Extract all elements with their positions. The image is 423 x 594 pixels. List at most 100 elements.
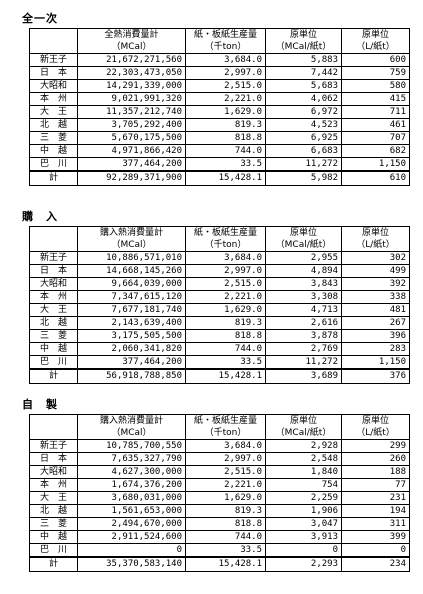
company-name: 新王子 (29, 53, 78, 67)
cell-unit-mcal: 6,972 (265, 105, 342, 119)
cell-production: 2,221.0 (185, 290, 266, 304)
cell-energy: 22,303,473,050 (77, 66, 186, 80)
header-purchased-energy-unit: （MCal） (77, 239, 186, 252)
section-title-purchased: 購 入 (22, 210, 58, 223)
cell-unit-mcal: 4,523 (265, 118, 342, 132)
total-energy: 92,289,371,900 (77, 170, 186, 186)
cell-production: 33.5 (185, 157, 266, 172)
cell-energy: 0 (77, 543, 186, 558)
table-row: 三 菱 3,175,505,500 818.8 3,878 396 (29, 329, 410, 343)
table-row: 本 州 7,347,615,120 2,221.0 3,308 338 (29, 290, 410, 304)
header-unit-liter-unit: （L/紙t） (341, 239, 410, 252)
header-total-energy-unit: （MCal） (77, 41, 186, 54)
header-production: 紙・板紙生産量 (185, 226, 266, 239)
cell-unit-liter: 711 (341, 105, 410, 119)
cell-unit-mcal: 1,840 (265, 465, 342, 479)
total-production: 15,428.1 (185, 368, 266, 384)
cell-unit-liter: 311 (341, 517, 410, 531)
company-name: 北 越 (29, 118, 78, 132)
cell-unit-liter: 299 (341, 439, 410, 453)
header-total-energy: 全熱消費量計 (77, 28, 186, 41)
cell-energy: 7,347,615,120 (77, 290, 186, 304)
cell-unit-mcal: 4,062 (265, 92, 342, 106)
cell-energy: 4,627,300,000 (77, 465, 186, 479)
cell-unit-mcal: 3,878 (265, 329, 342, 343)
total-unit-mcal: 5,982 (265, 170, 342, 186)
company-name: 三 菱 (29, 329, 78, 343)
cell-unit-mcal: 7,442 (265, 66, 342, 80)
header-blank (29, 226, 78, 239)
cell-production: 744.0 (185, 342, 266, 356)
section-title-self-made: 自 製 (22, 398, 58, 411)
cell-unit-liter: 267 (341, 316, 410, 330)
cell-unit-mcal: 11,272 (265, 355, 342, 370)
cell-unit-liter: 188 (341, 465, 410, 479)
header-blank (29, 427, 78, 440)
table-row: 新王子 10,785,700,550 3,684.0 2,928 299 (29, 439, 410, 453)
cell-production: 819.3 (185, 504, 266, 518)
table-row: 日 本 14,668,145,260 2,997.0 4,894 499 (29, 264, 410, 278)
company-name: 大昭和 (29, 465, 78, 479)
energy-table-primary: 全熱消費量計 紙・板紙生産量 原単位 原単位 （MCal） （千ton） （MC… (29, 28, 410, 186)
total-row: 計 35,370,583,140 15,428.1 2,293 234 (29, 556, 410, 572)
cell-production: 818.8 (185, 517, 266, 531)
table-row: 中 越 2,060,341,820 744.0 2,769 283 (29, 342, 410, 356)
company-name: 大 王 (29, 105, 78, 119)
cell-energy: 1,674,376,200 (77, 478, 186, 492)
cell-unit-liter: 1,150 (341, 355, 410, 370)
cell-energy: 11,357,212,740 (77, 105, 186, 119)
cell-production: 3,684.0 (185, 53, 266, 67)
table-row: 中 越 4,971,866,420 744.0 6,683 682 (29, 144, 410, 158)
cell-production: 2,515.0 (185, 277, 266, 291)
total-energy: 56,918,788,850 (77, 368, 186, 384)
cell-energy: 10,785,700,550 (77, 439, 186, 453)
header-blank (29, 28, 78, 41)
cell-energy: 14,668,145,260 (77, 264, 186, 278)
cell-production: 744.0 (185, 144, 266, 158)
total-label: 計 (29, 368, 78, 384)
cell-energy: 2,494,670,000 (77, 517, 186, 531)
cell-unit-liter: 499 (341, 264, 410, 278)
cell-energy: 4,971,866,420 (77, 144, 186, 158)
total-label: 計 (29, 556, 78, 572)
table-row: 北 越 1,561,653,000 819.3 1,906 194 (29, 504, 410, 518)
cell-unit-mcal: 6,925 (265, 131, 342, 145)
cell-production: 819.3 (185, 118, 266, 132)
company-name: 本 州 (29, 478, 78, 492)
cell-energy: 1,561,653,000 (77, 504, 186, 518)
company-name: 巴 川 (29, 157, 78, 172)
cell-unit-liter: 194 (341, 504, 410, 518)
cell-unit-liter: 600 (341, 53, 410, 67)
company-name: 中 越 (29, 342, 78, 356)
company-name: 本 州 (29, 290, 78, 304)
cell-unit-mcal: 5,683 (265, 79, 342, 93)
cell-unit-mcal: 2,928 (265, 439, 342, 453)
cell-unit-mcal: 3,913 (265, 530, 342, 544)
cell-production: 1,629.0 (185, 105, 266, 119)
header-unit-liter: 原単位 (341, 28, 410, 41)
table-row: 北 越 2,143,639,400 819.3 2,616 267 (29, 316, 410, 330)
cell-unit-mcal: 2,259 (265, 491, 342, 505)
header-blank (29, 41, 78, 54)
energy-table-self-made: 購入熱消費量計 紙・板紙生産量 原単位 原単位 （MCal） （千ton） （M… (29, 414, 410, 572)
header-production: 紙・板紙生産量 (185, 28, 266, 41)
table-row: 大昭和 9,664,039,000 2,515.0 3,843 392 (29, 277, 410, 291)
table-row: 三 菱 2,494,670,000 818.8 3,047 311 (29, 517, 410, 531)
header-unit-liter-unit: （L/紙t） (341, 427, 410, 440)
cell-energy: 14,291,339,000 (77, 79, 186, 93)
company-name: 日 本 (29, 264, 78, 278)
header-production-unit: （千ton） (185, 427, 266, 440)
header-unit-mcal-unit: （MCal/紙t） (265, 427, 342, 440)
cell-production: 2,515.0 (185, 79, 266, 93)
cell-unit-mcal: 4,894 (265, 264, 342, 278)
company-name: 中 越 (29, 530, 78, 544)
company-name: 日 本 (29, 452, 78, 466)
cell-unit-liter: 231 (341, 491, 410, 505)
cell-unit-mcal: 2,548 (265, 452, 342, 466)
cell-production: 3,684.0 (185, 251, 266, 265)
total-row: 計 92,289,371,900 15,428.1 5,982 610 (29, 170, 410, 186)
total-unit-mcal: 2,293 (265, 556, 342, 572)
company-name: 本 州 (29, 92, 78, 106)
cell-energy: 21,672,271,560 (77, 53, 186, 67)
cell-unit-liter: 302 (341, 251, 410, 265)
